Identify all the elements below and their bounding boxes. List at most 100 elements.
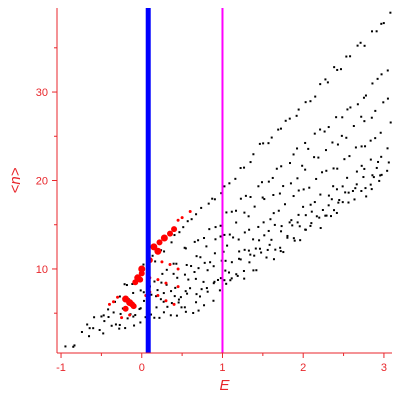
data-point (175, 262, 178, 265)
data-point (239, 258, 242, 261)
reference-lines (145, 8, 224, 353)
data-point (386, 169, 389, 172)
data-point (186, 220, 189, 223)
data-point (360, 189, 363, 192)
data-point (371, 82, 374, 85)
data-point (151, 254, 154, 257)
data-point (229, 279, 232, 282)
data-point (73, 344, 76, 347)
data-point (308, 186, 311, 189)
data-point (326, 81, 329, 84)
data-point (263, 234, 266, 237)
data-point (369, 139, 372, 142)
y-tick-label: 10 (36, 264, 48, 276)
data-point (292, 153, 295, 156)
data-point (112, 311, 115, 314)
data-point (88, 335, 91, 338)
data-point (125, 284, 128, 287)
data-point (163, 250, 166, 253)
data-point (272, 212, 275, 215)
data-point (302, 188, 305, 191)
data-point (349, 106, 352, 109)
data-point (192, 311, 195, 314)
data-point (183, 246, 186, 249)
data-point (257, 185, 260, 188)
data-point (362, 96, 365, 99)
data-point (332, 185, 335, 188)
data-point (220, 192, 223, 195)
data-point (200, 288, 203, 291)
data-point (315, 215, 318, 218)
data-point (307, 147, 310, 150)
data-point (252, 238, 255, 241)
data-point (197, 309, 200, 312)
data-point (190, 265, 193, 268)
x-tick-label: 0 (139, 362, 145, 374)
data-point (219, 277, 222, 280)
data-point (380, 22, 383, 25)
data-point (206, 290, 209, 293)
data-point (346, 108, 349, 111)
data-point (262, 142, 265, 145)
y-tick-label: 20 (36, 176, 48, 188)
data-point (199, 256, 202, 259)
data-point (258, 142, 261, 145)
data-point (243, 277, 246, 280)
data-point (375, 30, 378, 33)
data-point (279, 246, 282, 249)
data-point (253, 254, 256, 257)
data-point (159, 298, 162, 301)
data-point (230, 261, 233, 264)
highlight-point (112, 300, 116, 304)
data-point (275, 167, 278, 170)
data-point (118, 295, 121, 298)
data-point (356, 44, 359, 47)
data-point (212, 282, 215, 285)
data-point (355, 170, 358, 173)
data-point (372, 176, 375, 179)
highlight-point (160, 234, 168, 242)
data-point (364, 187, 367, 190)
ticks: -1 0 1 2 3 10 20 30 (36, 47, 387, 374)
data-point (335, 188, 338, 191)
data-point (207, 202, 210, 205)
data-point (321, 171, 324, 174)
highlight-point (138, 265, 146, 273)
data-point (353, 198, 356, 201)
data-point (297, 213, 300, 216)
data-point (319, 227, 322, 230)
data-point (389, 121, 392, 124)
data-point (142, 299, 145, 302)
data-point (213, 198, 216, 201)
data-point (252, 153, 255, 156)
data-point (142, 263, 145, 266)
data-point (172, 262, 175, 265)
data-point (297, 189, 300, 192)
data-point (335, 211, 338, 214)
data-point (153, 280, 156, 283)
x-tick-label: 2 (300, 362, 306, 374)
data-point (296, 221, 299, 224)
data-point (387, 161, 390, 164)
data-point (380, 73, 383, 76)
data-point (333, 66, 336, 69)
data-point (284, 119, 287, 122)
data-point (162, 311, 165, 314)
data-point (336, 143, 339, 146)
data-point (64, 345, 67, 348)
data-point (193, 271, 196, 274)
data-point (150, 313, 153, 316)
data-point (325, 214, 328, 217)
data-point (161, 272, 164, 275)
highlight-point (168, 263, 172, 267)
data-point (138, 308, 141, 311)
data-point (266, 248, 269, 251)
data-point (198, 295, 201, 298)
data-point (243, 166, 246, 169)
data-point (119, 312, 122, 315)
highlight-point (172, 302, 176, 306)
data-point (255, 269, 258, 272)
data-point (228, 271, 231, 274)
data-point (222, 250, 225, 253)
data-point (369, 158, 372, 161)
